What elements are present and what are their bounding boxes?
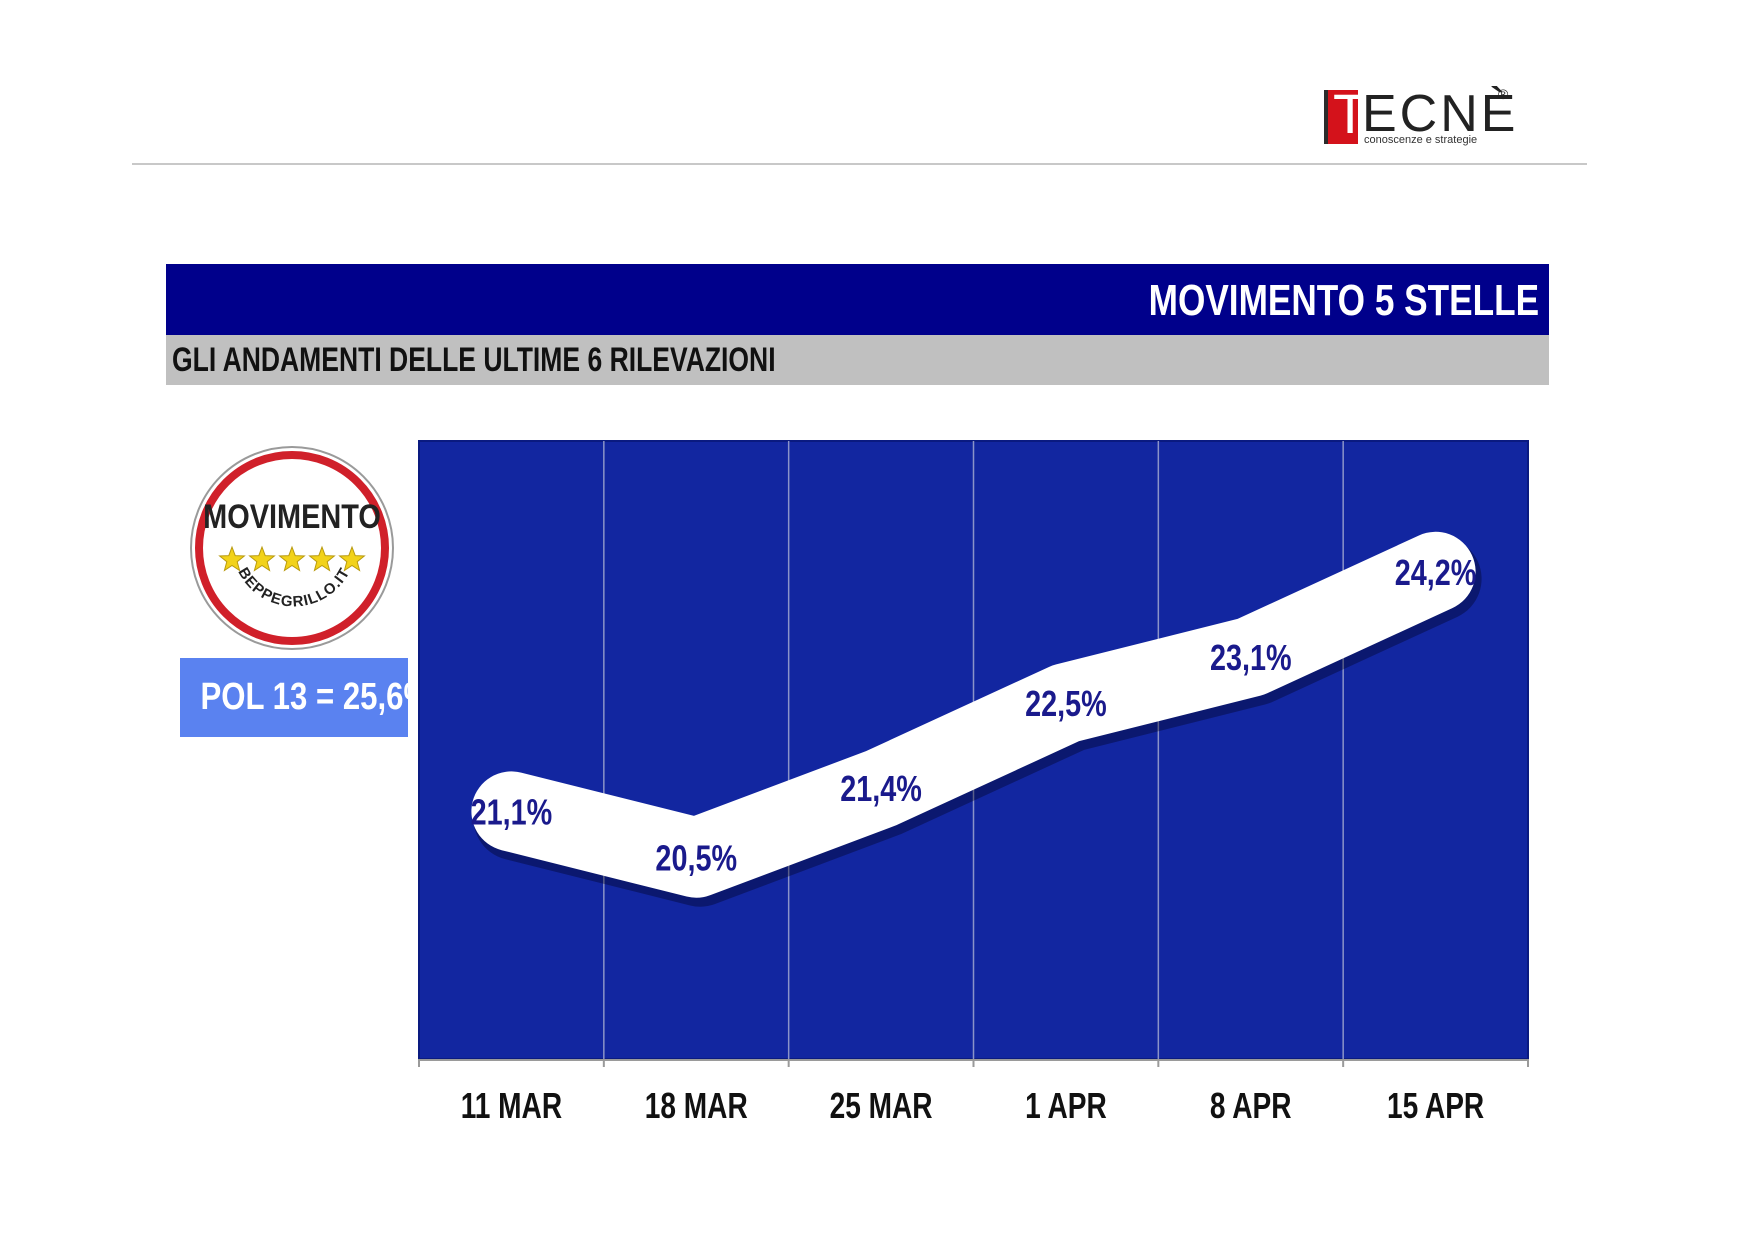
logo-star bbox=[248, 545, 276, 572]
logo-star bbox=[278, 545, 306, 572]
data-point bbox=[879, 786, 884, 791]
page-title: MOVIMENTO 5 STELLE bbox=[1148, 276, 1540, 325]
x-tick-label: 18 MAR bbox=[645, 1086, 748, 1126]
logo-wordmark: ECNÈ bbox=[1362, 85, 1519, 143]
data-label: 21,1% bbox=[471, 791, 553, 832]
data-label: 24,2% bbox=[1395, 552, 1477, 593]
x-tick-label: 15 APR bbox=[1387, 1086, 1484, 1126]
x-tick-label: 25 MAR bbox=[830, 1086, 933, 1126]
data-label: 23,1% bbox=[1210, 637, 1292, 678]
page-subtitle: GLI ANDAMENTI DELLE ULTIME 6 RILEVAZIONI bbox=[172, 341, 776, 379]
data-point bbox=[694, 855, 699, 860]
data-point bbox=[1433, 569, 1438, 574]
x-tick-label: 1 APR bbox=[1025, 1086, 1107, 1126]
logo-star bbox=[338, 545, 366, 572]
data-point bbox=[1063, 701, 1068, 706]
data-point bbox=[1248, 654, 1253, 659]
logo-name-top: MOVIMENTO bbox=[203, 497, 381, 536]
logo-tagline: conoscenze e strategie bbox=[1364, 134, 1478, 146]
logo-registered: ® bbox=[1498, 86, 1509, 102]
data-label: 20,5% bbox=[655, 838, 737, 879]
data-label: 22,5% bbox=[1025, 683, 1107, 724]
logo-star bbox=[218, 545, 246, 572]
x-tick-label: 11 MAR bbox=[461, 1086, 562, 1126]
movimento-logo: MOVIMENTO BEPPEGRILLO.IT bbox=[190, 446, 394, 650]
data-point bbox=[509, 809, 514, 814]
pol-box: POL 13 = 25,6% bbox=[180, 658, 431, 737]
data-label: 21,4% bbox=[840, 768, 922, 809]
logo-mark bbox=[1324, 90, 1358, 144]
header-divider bbox=[132, 163, 1587, 165]
x-tick-label: 8 APR bbox=[1210, 1086, 1292, 1126]
subtitle-bar: GLI ANDAMENTI DELLE ULTIME 6 RILEVAZIONI bbox=[166, 335, 1549, 385]
logo-initial: T bbox=[1333, 82, 1368, 145]
logo-stars bbox=[218, 545, 366, 572]
series-line bbox=[471, 531, 1476, 898]
logo-star bbox=[308, 545, 336, 572]
title-bar: MOVIMENTO 5 STELLE bbox=[166, 264, 1549, 335]
